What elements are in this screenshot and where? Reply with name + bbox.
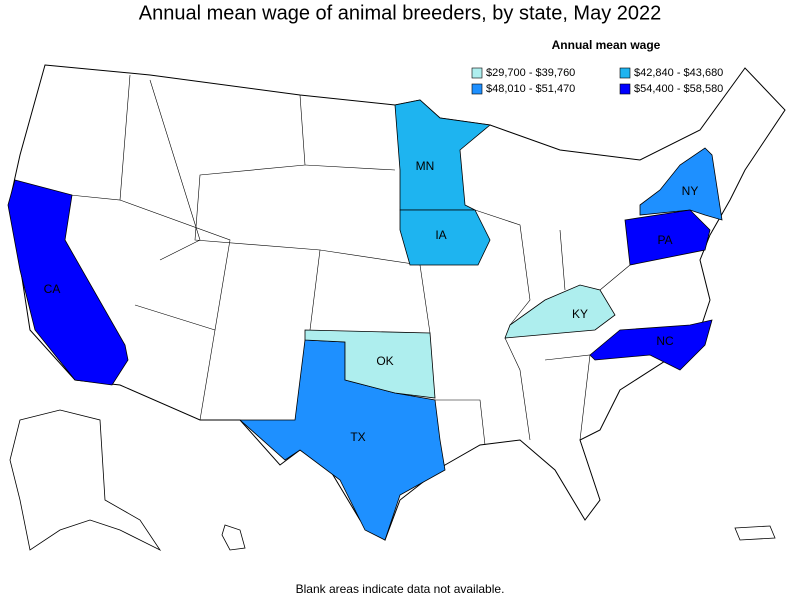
state: [624, 209, 711, 266]
legend-swatch: [471, 83, 483, 95]
legend-swatch: [619, 83, 631, 95]
state-label: PA: [657, 233, 672, 247]
us-outline: [9, 64, 786, 541]
state: [7, 179, 129, 386]
footnote: Blank areas indicate data not available.: [296, 582, 505, 596]
legend-label: $54,400 - $58,580: [634, 83, 723, 95]
state: [304, 329, 436, 399]
state-label: CA: [44, 282, 61, 296]
state-label: NY: [682, 184, 699, 198]
title: Annual mean wage of animal breeders, by …: [139, 2, 662, 24]
legend-swatch: [619, 67, 631, 79]
hawaii: [221, 524, 246, 551]
state-label: TX: [350, 430, 365, 444]
state: [399, 209, 491, 266]
legend-swatch: [471, 67, 483, 79]
puerto-rico: [734, 525, 776, 541]
state-label: KY: [572, 307, 588, 321]
state-label: IA: [435, 228, 446, 242]
state-label: MN: [416, 159, 435, 173]
state-label: NC: [656, 334, 674, 348]
legend-label: $42,840 - $43,680: [634, 67, 723, 79]
state-label: OK: [376, 354, 393, 368]
state: [639, 147, 723, 221]
legend-label: $48,010 - $51,470: [486, 83, 575, 95]
legend-label: $29,700 - $39,760: [486, 67, 575, 79]
state: [504, 284, 616, 339]
state: [394, 99, 491, 211]
alaska: [9, 409, 162, 552]
legend-title: Annual mean wage: [552, 38, 661, 52]
state: [589, 319, 713, 371]
